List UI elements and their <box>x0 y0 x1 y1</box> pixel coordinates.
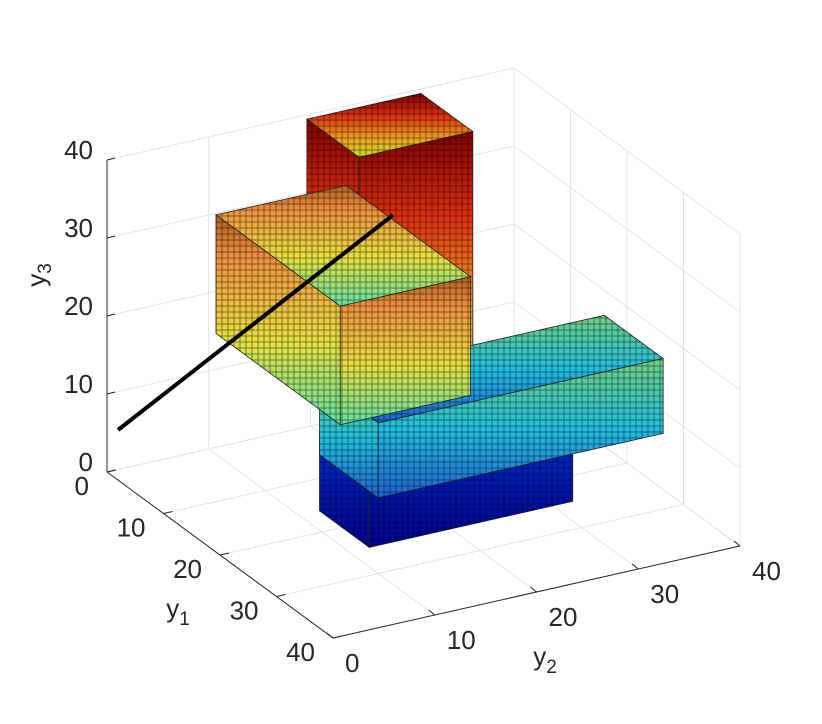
y-tick-label: 10 <box>447 625 476 655</box>
y-tick <box>733 540 741 547</box>
y-tick-label: 0 <box>345 648 359 678</box>
grid-line <box>513 145 741 313</box>
y-label-base: y <box>533 641 546 671</box>
orange-slab-side-cells <box>215 214 341 425</box>
z-tick-label: 10 <box>64 369 93 399</box>
x-tick-label: 20 <box>173 554 202 584</box>
z-tick-label: 0 <box>79 447 93 477</box>
voxels <box>116 92 665 549</box>
y-tick <box>326 632 334 639</box>
grid-line <box>513 67 741 235</box>
y-label-sub: 2 <box>546 657 557 678</box>
x-label-base: y <box>166 593 179 623</box>
x-tick <box>276 594 286 597</box>
z-tick <box>106 391 116 395</box>
x-tick-label: 40 <box>286 637 315 667</box>
z-label-sub: 3 <box>35 263 56 274</box>
z-tick <box>106 157 116 161</box>
z-tick <box>106 313 116 317</box>
axes: 0 10 20 30 40 0 10 20 30 40 0 10 20 30 40 <box>64 135 781 678</box>
orange-slab-front-cells <box>340 276 471 425</box>
x-tick <box>332 635 343 639</box>
z-tick-label: 40 <box>64 135 93 165</box>
z-tick-label: 30 <box>64 213 93 243</box>
z-tick-label: 20 <box>64 291 93 321</box>
y-tick-label: 40 <box>752 556 781 586</box>
y-tick <box>631 563 639 570</box>
x-tick <box>163 511 173 514</box>
y-tick-label: 20 <box>549 602 578 632</box>
grid-line <box>513 223 741 391</box>
x-tick-label: 30 <box>230 595 259 625</box>
y-axis-label: y2 <box>533 641 557 678</box>
grid-line <box>106 67 515 161</box>
x-label-sub: 1 <box>179 609 190 630</box>
y-tick <box>530 586 537 593</box>
x-tick <box>219 552 230 556</box>
x-tick-label: 10 <box>117 512 146 542</box>
red-block-top-cells <box>306 93 473 158</box>
green-bar-front-cells <box>378 358 664 498</box>
grid-line <box>208 448 436 616</box>
trajectory <box>116 213 395 432</box>
x-axis-label: y1 <box>166 593 190 630</box>
x-tick-label: 0 <box>75 471 89 501</box>
y-tick-label: 30 <box>650 579 679 609</box>
orange-slab-top-cells <box>215 185 471 307</box>
z-tick <box>106 235 116 239</box>
y-tick <box>428 609 436 616</box>
x-tick <box>106 469 117 473</box>
z-label-base: y <box>21 274 51 287</box>
z-axis-label: y3 <box>21 263 56 287</box>
